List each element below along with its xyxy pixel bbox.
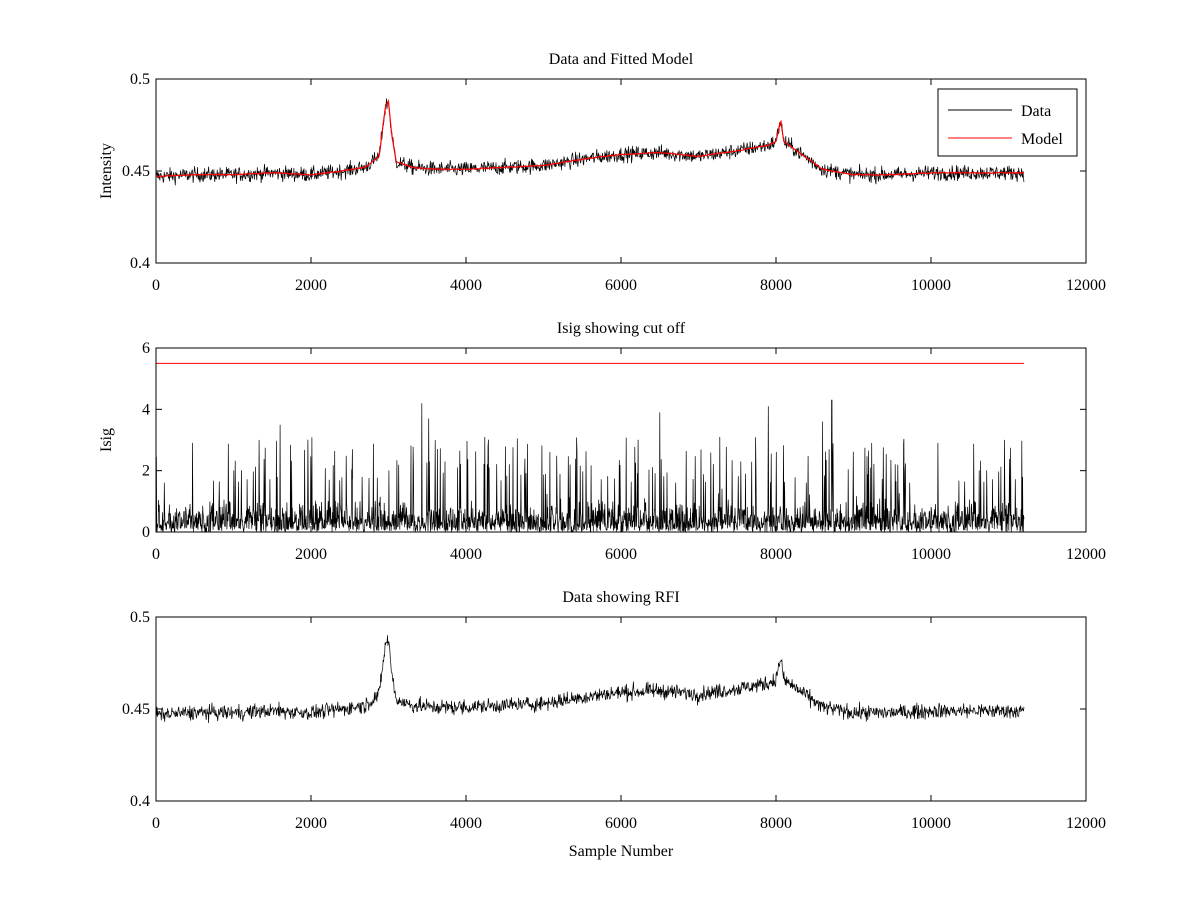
chart-title: Data showing RFI [562,589,679,606]
x-tick-label: 2000 [295,815,327,832]
isig-series-line [155,399,1025,534]
chart-title: Isig showing cut off [557,320,686,337]
y-tick-label: 0.4 [130,255,150,272]
x-tick-label: 8000 [760,277,792,294]
x-tick-label: 10000 [911,546,951,563]
x-tick-label: 4000 [450,546,482,563]
model-series-line [155,99,1025,178]
chart-title: Data and Fitted Model [549,51,694,68]
y-tick-label: 4 [142,401,150,418]
x-tick-label: 8000 [760,815,792,832]
x-tick-label: 0 [152,546,160,563]
x-tick-label: 4000 [450,277,482,294]
x-tick-label: 6000 [605,815,637,832]
x-tick-label: 10000 [911,815,951,832]
x-tick-label: 2000 [295,277,327,294]
y-tick-label: 0.5 [130,71,150,88]
x-tick-label: 0 [152,815,160,832]
data-series-line [155,635,1025,724]
plot-area [156,617,1086,801]
y-tick-label: 0.5 [130,609,150,626]
y-tick-label: 0.4 [130,793,150,810]
x-tick-label: 0 [152,277,160,294]
x-tick-label: 8000 [760,546,792,563]
legend-label: Model [1021,131,1063,148]
x-tick-label: 12000 [1066,277,1106,294]
x-tick-label: 6000 [605,546,637,563]
plot-area [156,348,1086,532]
y-tick-label: 2 [142,463,150,480]
x-tick-label: 12000 [1066,815,1106,832]
legend-label: Data [1021,103,1051,120]
x-tick-label: 10000 [911,277,951,294]
x-tick-label: 4000 [450,815,482,832]
y-axis-label: Intensity [98,143,115,199]
y-axis-label: Isig [98,428,115,452]
x-axis-label: Sample Number [569,843,674,860]
x-tick-label: 12000 [1066,546,1106,563]
y-tick-label: 0.45 [122,701,150,718]
y-tick-label: 0 [142,524,150,541]
legend-box [937,88,1078,157]
x-tick-label: 6000 [605,277,637,294]
y-tick-label: 6 [142,340,150,357]
data-series-line [155,98,1025,186]
y-tick-label: 0.45 [122,163,150,180]
x-tick-label: 2000 [295,546,327,563]
